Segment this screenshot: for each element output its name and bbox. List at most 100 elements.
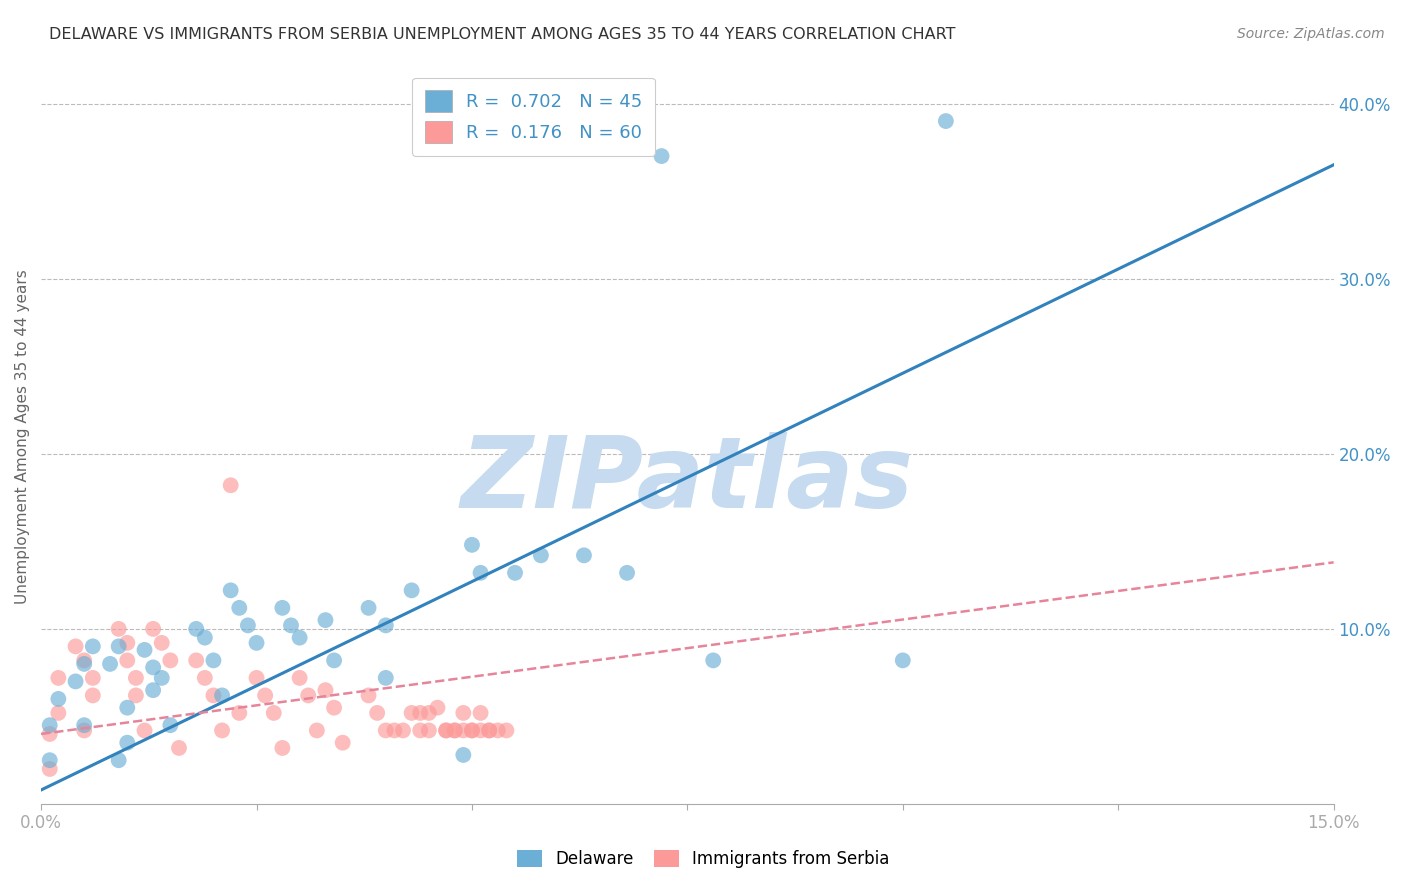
Point (461, 723, 484, 738)
Point (314, 683, 336, 698)
Text: DELAWARE VS IMMIGRANTS FROM SERBIA UNEMPLOYMENT AMONG AGES 35 TO 44 YEARS CORREL: DELAWARE VS IMMIGRANTS FROM SERBIA UNEMP… (49, 27, 956, 42)
Point (150, 636, 173, 650)
Point (38, 762, 60, 776)
Point (107, 622, 129, 636)
Point (167, 741, 190, 756)
Point (125, 689, 148, 703)
Point (82, 689, 104, 703)
Point (470, 723, 492, 738)
Point (194, 631, 217, 645)
Point (107, 753, 129, 767)
Point (125, 671, 148, 685)
Point (374, 618, 396, 632)
Point (46, 692, 69, 706)
Point (142, 660, 165, 674)
Point (478, 723, 501, 738)
Point (503, 566, 526, 580)
Point (891, 653, 914, 667)
Point (82, 640, 104, 654)
Point (470, 706, 492, 720)
Point (159, 653, 181, 667)
Point (254, 689, 277, 703)
Point (453, 723, 475, 738)
Point (38, 727, 60, 741)
Point (228, 600, 250, 615)
Point (211, 689, 233, 703)
Point (219, 478, 242, 492)
Point (117, 653, 139, 667)
Point (159, 718, 181, 732)
Point (314, 613, 336, 627)
Point (443, 723, 465, 738)
Point (434, 723, 457, 738)
Point (73, 718, 96, 732)
Point (384, 723, 406, 738)
Point (98, 657, 121, 671)
Point (357, 689, 380, 703)
Point (495, 723, 517, 738)
Point (271, 600, 294, 615)
Point (323, 700, 346, 714)
Point (426, 700, 449, 714)
Point (434, 723, 457, 738)
Point (142, 622, 165, 636)
Point (401, 583, 423, 598)
Point (453, 747, 475, 762)
Point (202, 689, 225, 703)
Legend: Delaware, Immigrants from Serbia: Delaware, Immigrants from Serbia (510, 843, 896, 875)
Point (38, 753, 60, 767)
Point (46, 671, 69, 685)
Point (616, 566, 638, 580)
Point (263, 706, 285, 720)
Point (702, 653, 724, 667)
Point (461, 538, 484, 552)
Legend: R =  0.702   N = 45, R =  0.176   N = 60: R = 0.702 N = 45, R = 0.176 N = 60 (412, 78, 655, 156)
Point (297, 689, 319, 703)
Point (46, 706, 69, 720)
Point (65, 674, 87, 689)
Point (305, 723, 328, 738)
Point (935, 114, 957, 128)
Point (117, 700, 139, 714)
Point (219, 583, 242, 598)
Point (65, 640, 87, 654)
Point (357, 600, 380, 615)
Point (211, 723, 233, 738)
Point (186, 653, 208, 667)
Point (470, 566, 492, 580)
Point (392, 723, 415, 738)
Point (374, 723, 396, 738)
Point (418, 723, 440, 738)
Point (651, 149, 673, 163)
Point (288, 631, 311, 645)
Point (134, 643, 156, 657)
Text: Source: ZipAtlas.com: Source: ZipAtlas.com (1237, 27, 1385, 41)
Text: ZIPatlas: ZIPatlas (461, 432, 914, 529)
Point (245, 671, 267, 685)
Point (366, 706, 388, 720)
Point (73, 723, 96, 738)
Y-axis label: Unemployment Among Ages 35 to 44 years: Unemployment Among Ages 35 to 44 years (15, 268, 30, 604)
Point (228, 706, 250, 720)
Point (323, 653, 346, 667)
Point (409, 706, 432, 720)
Point (280, 618, 302, 632)
Point (332, 736, 354, 750)
Point (186, 622, 208, 636)
Point (374, 671, 396, 685)
Point (409, 723, 432, 738)
Point (117, 736, 139, 750)
Point (478, 723, 501, 738)
Point (288, 671, 311, 685)
Point (73, 653, 96, 667)
Point (150, 671, 173, 685)
Point (443, 723, 465, 738)
Point (107, 640, 129, 654)
Point (202, 653, 225, 667)
Point (461, 723, 484, 738)
Point (134, 723, 156, 738)
Point (142, 683, 165, 698)
Point (271, 741, 294, 756)
Point (236, 618, 259, 632)
Point (453, 706, 475, 720)
